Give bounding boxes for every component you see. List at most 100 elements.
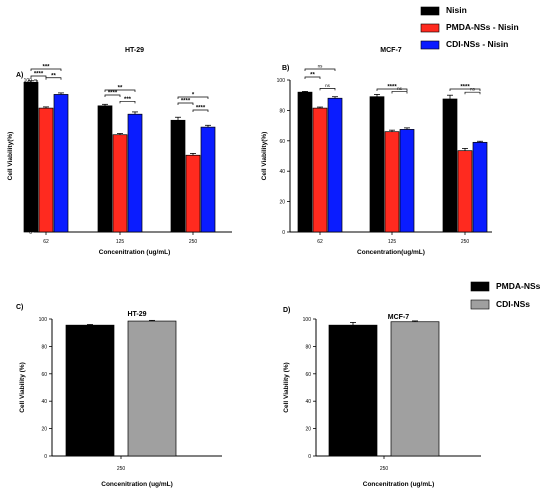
chart-title: MCF-7 [388, 314, 409, 321]
x-tick-label: 125 [388, 239, 397, 245]
chart-title: MCF-7 [380, 47, 401, 54]
significance-label: ** [118, 86, 123, 92]
significance-label: **** [387, 85, 397, 91]
bar [65, 324, 115, 457]
chart-title: HT-29 [127, 311, 146, 318]
x-tick-label: 250 [380, 466, 389, 472]
significance-label: *** [124, 97, 132, 103]
x-tick-label: 250 [461, 239, 470, 245]
significance-label: **** [196, 106, 206, 112]
y-tick-label: 80 [305, 344, 311, 350]
y-axis-label: Cell Viability(%) [261, 132, 268, 181]
significance-label: ** [310, 73, 315, 79]
bar [442, 98, 458, 233]
bar [328, 324, 378, 457]
significance-bracket [464, 91, 481, 95]
legend-top-swatch [420, 23, 440, 33]
y-tick-label: 40 [305, 399, 311, 405]
y-tick-label: 60 [279, 139, 285, 145]
significance-bracket [177, 102, 194, 105]
significance-bracket [30, 75, 47, 78]
x-tick-label: 250 [189, 239, 198, 245]
bar [399, 129, 415, 233]
chart-title: HT-29 [125, 47, 144, 54]
legend-bottom-swatch [470, 281, 490, 292]
legend-bottom-label: PMDA-NSs [496, 281, 541, 291]
significance-bracket [119, 100, 136, 104]
significance-label: ns [470, 87, 476, 92]
bar [384, 131, 400, 233]
bar [97, 105, 113, 233]
significance-bracket [391, 91, 408, 94]
bar [390, 321, 440, 457]
bar [185, 154, 201, 233]
y-tick-label: 60 [305, 372, 311, 378]
significance-bracket [177, 96, 209, 99]
x-tick-label: 62 [317, 239, 323, 245]
significance-bracket [304, 68, 336, 71]
y-tick-label: 0 [308, 454, 311, 460]
x-axis-label: Concenitration (ug/mL) [99, 249, 171, 256]
x-tick-label: 125 [116, 239, 125, 245]
significance-label: **** [181, 99, 191, 105]
x-axis-label: Concentration(ug/mL) [357, 249, 425, 256]
y-tick-label: 100 [24, 78, 33, 84]
y-tick-label: 100 [303, 317, 312, 323]
significance-label: ns [397, 86, 403, 91]
significance-bracket [449, 88, 481, 91]
significance-bracket [376, 88, 408, 91]
significance-label: ns [325, 83, 331, 88]
bar [170, 119, 186, 233]
panel-label: D) [283, 307, 290, 314]
significance-label: **** [34, 72, 44, 78]
y-axis-label: Cell Viability (%) [19, 362, 26, 412]
bar [457, 150, 473, 233]
legend-bottom-label: CDI-NSs [496, 299, 530, 309]
significance-bracket [319, 88, 336, 91]
bar [23, 81, 39, 233]
panel-label: B) [282, 65, 289, 72]
y-tick-label: 0 [282, 230, 285, 236]
significance-bracket [192, 109, 209, 112]
bar [38, 107, 54, 233]
x-axis-label: Concenitration (ug/mL) [101, 481, 173, 488]
significance-label: *** [42, 65, 50, 71]
bar [369, 96, 385, 233]
significance-label: ns [318, 64, 324, 69]
legend-bottom-swatch [470, 299, 490, 310]
bar [112, 134, 128, 233]
y-tick-label: 40 [279, 169, 285, 175]
x-axis-label: Concenitration (ug/mL) [363, 481, 435, 488]
bar [297, 91, 313, 233]
y-tick-label: 20 [41, 427, 47, 433]
significance-label: **** [460, 85, 470, 91]
significance-bracket [104, 89, 136, 92]
significance-bracket [304, 76, 321, 79]
legend-top-swatch [420, 40, 440, 50]
y-tick-label: 100 [277, 78, 286, 84]
significance-label: * [192, 93, 195, 99]
y-tick-label: 60 [41, 372, 47, 378]
legend-top-label: Nisin [446, 5, 467, 15]
y-tick-label: 80 [41, 344, 47, 350]
y-tick-label: 100 [39, 317, 48, 323]
significance-label: ** [51, 73, 56, 79]
bar [312, 107, 328, 233]
bar [472, 141, 488, 233]
bar [127, 113, 143, 233]
y-tick-label: 0 [44, 454, 47, 460]
x-tick-label: 62 [43, 239, 49, 245]
significance-bracket [45, 77, 62, 80]
bar [327, 97, 343, 233]
legend-top-label: PMDA-NSs - Nisin [446, 22, 519, 32]
significance-bracket [30, 68, 62, 71]
bar [127, 320, 177, 457]
x-tick-label: 250 [117, 466, 126, 472]
y-tick-label: 40 [41, 399, 47, 405]
legend-top-label: CDI-NSs - Nisin [446, 39, 508, 49]
significance-bracket [104, 94, 121, 97]
y-tick-label: 20 [279, 200, 285, 206]
y-axis-label: Cell Viability(%) [7, 132, 14, 181]
legend-top-swatch [420, 6, 440, 16]
panel-label: C) [16, 304, 23, 311]
